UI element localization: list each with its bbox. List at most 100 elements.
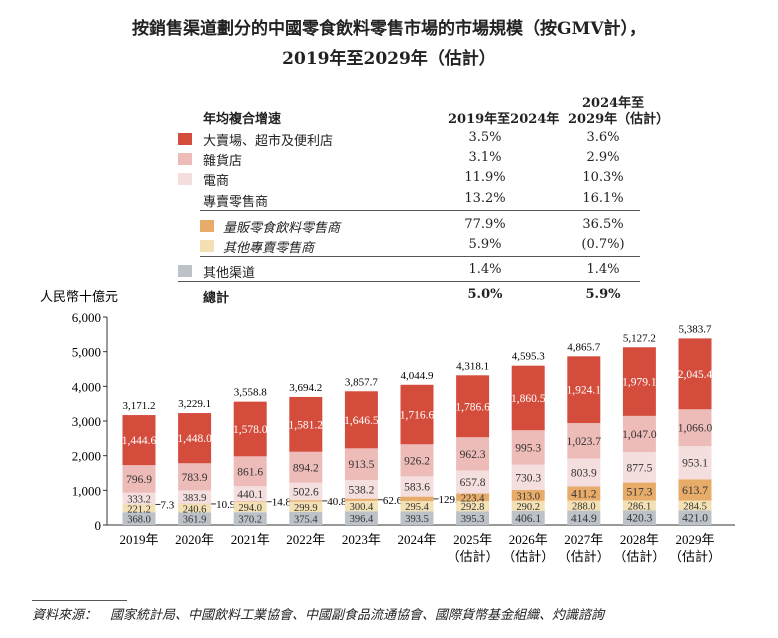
data-label: 292.8	[461, 502, 485, 513]
x-tick-label: 2029年	[675, 532, 714, 547]
data-label: 962.3	[460, 449, 486, 461]
x-tick-label: 2021年	[231, 532, 270, 547]
total-label: 3,694.2	[289, 382, 322, 394]
x-tick-label: 2020年	[175, 532, 214, 547]
bar-segment	[400, 384, 434, 445]
cagr-2024-2029: 3.6%	[586, 130, 620, 145]
bar-segment	[178, 490, 212, 504]
data-label: 1,047.0	[622, 429, 657, 441]
y-tick-label: 5,000	[72, 345, 101, 360]
data-label: 383.9	[183, 493, 207, 504]
bar-segment	[511, 490, 545, 501]
source-divider	[32, 600, 127, 601]
data-label: 294.0	[238, 503, 262, 514]
bar-segment	[567, 423, 601, 459]
data-label: 803.9	[571, 467, 597, 479]
total-label: 4,595.3	[512, 351, 546, 363]
data-label: 290.2	[516, 502, 540, 513]
y-axis-label: 人民幣十億元	[40, 289, 118, 304]
cagr-2024-2029: 16.1%	[582, 191, 624, 206]
y-tick-label: 0	[95, 518, 102, 533]
total-label: 3,857.7	[345, 376, 379, 388]
bar-segment	[622, 415, 656, 453]
cagr-2019-2024: 5.0%	[467, 287, 503, 302]
data-label: 361.9	[183, 515, 207, 526]
bar-segment	[456, 493, 490, 502]
bar-segment	[344, 511, 378, 525]
bar-segment	[233, 501, 267, 513]
bar-segment	[344, 498, 378, 501]
legend-label: 雜貨店	[203, 154, 243, 169]
cagr-2019-2024: 13.2%	[464, 191, 506, 206]
legend-label: 其他專賣零售商	[223, 241, 315, 256]
legend-swatch	[178, 173, 192, 185]
total-label: 5,383.7	[679, 323, 713, 335]
data-label: 861.6	[237, 466, 263, 478]
bar-chart: 人民幣十億元 0 1,000 2,000 3,000 4,000 5,000 6,000 368…	[40, 289, 735, 564]
bar-segment	[122, 415, 156, 466]
bar-segment	[400, 476, 434, 497]
y-tick-label: 3,000	[72, 414, 101, 429]
bar-segment	[400, 501, 434, 512]
cagr-2024-2029: 10.3%	[582, 170, 624, 185]
legend-swatch	[200, 220, 214, 232]
data-label: 894.2	[293, 462, 319, 474]
bar-segment	[178, 512, 212, 525]
data-label: 221.2	[127, 504, 151, 515]
legend-label: 其他渠道	[203, 266, 256, 281]
x-tick-label: 2026年	[509, 532, 548, 547]
bar-segment	[511, 365, 545, 431]
legend-swatch	[178, 133, 192, 145]
data-label: 1,924.1	[567, 385, 602, 397]
cagr-2024-2029: (0.7%)	[581, 237, 625, 252]
data-label: 62.6	[383, 495, 403, 507]
bar-segment	[622, 510, 656, 525]
cagr-2019-2024: 3.5%	[468, 130, 502, 145]
total-label: 3,558.8	[234, 387, 268, 399]
total-label: 5,127.2	[623, 332, 656, 344]
data-label: 1,860.5	[511, 393, 546, 405]
bar-segment	[178, 504, 212, 513]
bar-segment	[178, 463, 212, 491]
x-tick-label: 2028年	[620, 532, 659, 547]
bar-segment	[344, 391, 378, 449]
data-label: 333.2	[127, 495, 151, 506]
data-label: 288.0	[572, 502, 596, 513]
col1-header: 2019年至2024年	[448, 112, 560, 127]
data-label: 1,578.0	[233, 424, 268, 436]
cagr-2024-2029: 36.5%	[582, 217, 624, 232]
legend-label: 量販零食飲料零售商	[223, 221, 341, 236]
bar-segment	[622, 482, 656, 501]
source-note: 資料來源： 國家統計局、中國飲料工業協會、中國副食品流通協會、國際貨幣基金組織、…	[32, 608, 605, 623]
data-label: 613.7	[682, 485, 708, 497]
bar-segment	[511, 500, 545, 511]
x-tick-label: 2019年	[119, 532, 158, 547]
chart-subtitle: 2019年至2029年（估計）	[282, 49, 496, 69]
cagr-2024-2029: 5.9%	[585, 287, 621, 302]
bar-segment	[233, 486, 267, 502]
bar-segment	[622, 452, 656, 483]
data-label: 502.6	[293, 486, 319, 498]
data-label: 300.4	[350, 502, 374, 513]
bar-segment	[567, 458, 601, 487]
data-label: 7.3	[161, 499, 175, 511]
legend-label: 總計	[203, 291, 230, 306]
cagr-2019-2024: 3.1%	[468, 150, 502, 165]
bar-segment	[233, 401, 267, 457]
x-tick-label: 2023年	[342, 532, 381, 547]
bar-segment	[122, 504, 156, 513]
total-label: 3,229.1	[178, 398, 211, 410]
legend-divider	[200, 256, 640, 257]
bar-segment	[567, 500, 601, 511]
data-label: 414.9	[571, 513, 597, 525]
x-tick-label: （估計）	[558, 549, 610, 564]
data-label: 40.8	[327, 496, 347, 508]
x-tick-label: 2025年	[453, 532, 492, 547]
data-label: 796.9	[126, 474, 152, 486]
data-label: 411.2	[571, 489, 597, 501]
legend-label: 大賣場、超市及便利店	[203, 134, 334, 149]
data-label: 396.4	[350, 514, 374, 525]
data-label: 299.9	[294, 503, 318, 514]
bar-segment	[289, 396, 323, 452]
